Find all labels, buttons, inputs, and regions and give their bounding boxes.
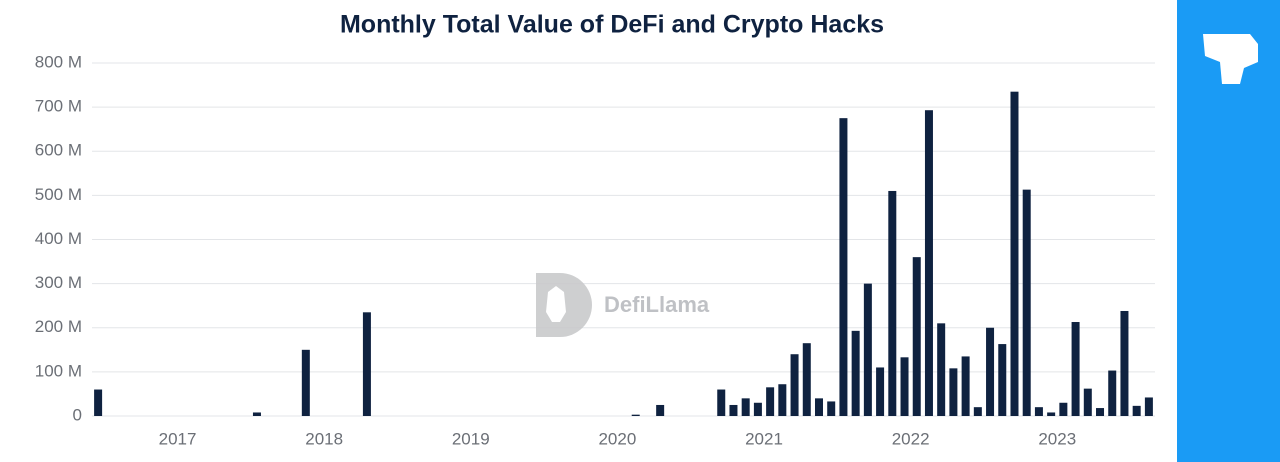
bar bbox=[1071, 322, 1080, 416]
bar bbox=[301, 349, 310, 416]
x-tick-label: 2018 bbox=[305, 429, 343, 448]
y-tick-label: 300 M bbox=[35, 273, 82, 292]
bar bbox=[94, 389, 103, 416]
bar bbox=[876, 367, 885, 416]
bar bbox=[1144, 397, 1153, 416]
y-tick-label: 700 M bbox=[35, 97, 82, 116]
bar bbox=[252, 412, 261, 416]
bar bbox=[1022, 189, 1031, 416]
bar bbox=[900, 357, 909, 416]
bar bbox=[717, 389, 726, 416]
bar bbox=[912, 257, 921, 416]
bar bbox=[631, 414, 640, 416]
bar bbox=[863, 283, 872, 416]
x-tick-label: 2022 bbox=[892, 429, 930, 448]
bar bbox=[924, 110, 933, 417]
y-tick-label: 800 M bbox=[35, 52, 82, 71]
y-tick-label: 200 M bbox=[35, 317, 82, 336]
watermark: DefiLlama bbox=[536, 273, 710, 337]
bar bbox=[888, 190, 897, 416]
bar bbox=[753, 402, 762, 416]
y-tick-label: 500 M bbox=[35, 185, 82, 204]
bar bbox=[1096, 408, 1105, 416]
x-tick-label: 2020 bbox=[598, 429, 636, 448]
bar bbox=[1047, 412, 1056, 416]
bar bbox=[827, 401, 836, 416]
bar bbox=[766, 387, 775, 416]
x-tick-label: 2017 bbox=[159, 429, 197, 448]
bar bbox=[1034, 407, 1043, 416]
x-tick-label: 2019 bbox=[452, 429, 490, 448]
bar bbox=[1132, 405, 1141, 416]
logo bbox=[1203, 34, 1258, 84]
y-tick-label: 0 bbox=[73, 405, 82, 424]
bar bbox=[973, 407, 982, 416]
chart-title: Monthly Total Value of DeFi and Crypto H… bbox=[340, 11, 884, 39]
bar bbox=[839, 118, 848, 416]
x-tick-label: 2021 bbox=[745, 429, 783, 448]
bar bbox=[729, 404, 738, 416]
bar bbox=[790, 354, 799, 416]
x-tick-label: 2023 bbox=[1038, 429, 1076, 448]
bar bbox=[1108, 370, 1117, 416]
bar bbox=[362, 312, 371, 416]
bar bbox=[1059, 402, 1068, 416]
bar bbox=[937, 323, 946, 416]
bar bbox=[998, 344, 1007, 416]
watermark-text: DefiLlama bbox=[604, 292, 710, 317]
bar bbox=[656, 404, 665, 416]
y-tick-label: 600 M bbox=[35, 141, 82, 160]
bar bbox=[814, 398, 823, 416]
bar bbox=[1010, 91, 1019, 417]
bar bbox=[741, 398, 750, 416]
y-tick-label: 100 M bbox=[35, 361, 82, 380]
bar bbox=[1083, 388, 1092, 416]
bar bbox=[802, 343, 811, 416]
bar bbox=[851, 330, 860, 416]
watermark-llama bbox=[546, 286, 566, 322]
bar bbox=[1120, 310, 1129, 416]
y-tick-label: 400 M bbox=[35, 229, 82, 248]
bar bbox=[986, 327, 995, 416]
bar bbox=[961, 356, 970, 416]
bar bbox=[778, 384, 787, 416]
bar bbox=[949, 368, 958, 416]
